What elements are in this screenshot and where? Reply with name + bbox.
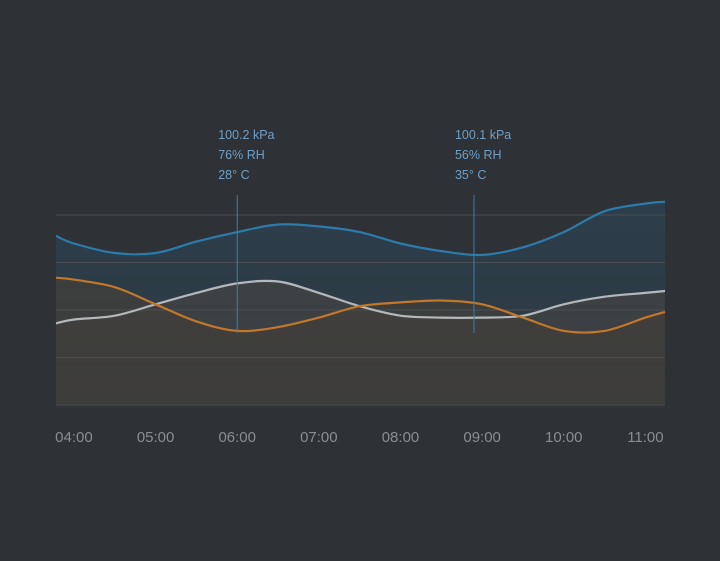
annotation-text: 56% RH — [455, 148, 502, 162]
grid — [56, 214, 665, 406]
x-tick-label: 09:00 — [463, 429, 501, 446]
areas — [56, 201, 665, 405]
x-tick-label: 11:00 — [627, 429, 663, 446]
x-tick-label: 06:00 — [218, 429, 256, 446]
line — [55, 276, 666, 334]
x-tick-label: 05:00 — [137, 429, 175, 446]
line — [55, 200, 666, 257]
lines — [55, 195, 666, 334]
x-tick-label: 07:00 — [300, 429, 338, 446]
annotation-text: 76% RH — [218, 148, 265, 162]
annotation-text: 35° C — [455, 168, 486, 182]
annotation-text: 100.2 kPa — [218, 128, 274, 142]
x-tick-label: 08:00 — [382, 429, 420, 446]
area — [56, 277, 665, 405]
x-tick-label: 04:00 — [55, 429, 93, 446]
x-tick-label: 10:00 — [545, 429, 583, 446]
annotation-text: 28° C — [218, 168, 249, 182]
annotation-text: 100.1 kPa — [455, 128, 511, 142]
labels: 04:00 05:00 06:00 07:00 08:00 09:00 10:00 11:00… — [55, 128, 663, 446]
